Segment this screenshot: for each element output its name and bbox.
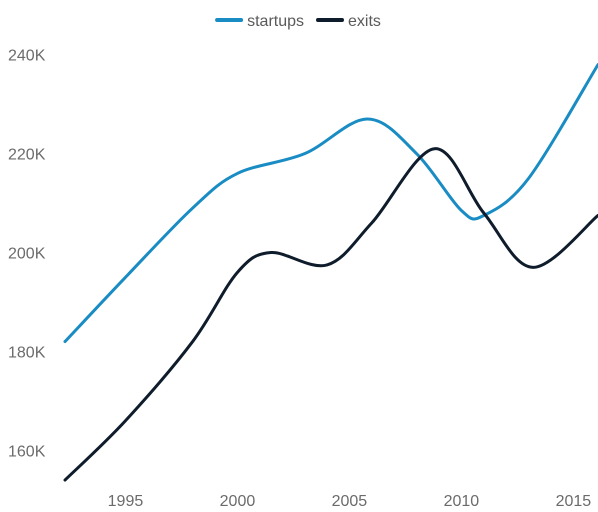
y-tick-label: 180K: [8, 344, 46, 361]
x-tick-label: 2000: [220, 493, 256, 510]
x-tick-label: 2015: [556, 493, 592, 510]
series-layer: [63, 63, 598, 482]
legend-label: startups: [247, 13, 304, 30]
x-tick-label: 2005: [332, 493, 368, 510]
x-tick-label: 1995: [108, 493, 144, 510]
legend-label: exits: [348, 13, 381, 30]
y-tick-label: 220K: [8, 147, 46, 164]
series-line-exits: [63, 147, 598, 482]
y-tick-label: 240K: [8, 48, 46, 65]
y-tick-label: 160K: [8, 443, 46, 460]
series-line-startups: [63, 63, 598, 344]
y-axis: 160K 180K 200K 220K 240K: [8, 48, 46, 461]
legend: startups exits: [215, 13, 381, 30]
y-tick-label: 200K: [8, 246, 46, 263]
legend-item-startups: startups: [215, 13, 304, 30]
legend-item-exits: exits: [316, 13, 381, 30]
x-axis: 1995 2000 2005 2010 2015: [108, 493, 592, 510]
x-tick-label: 2010: [444, 493, 480, 510]
